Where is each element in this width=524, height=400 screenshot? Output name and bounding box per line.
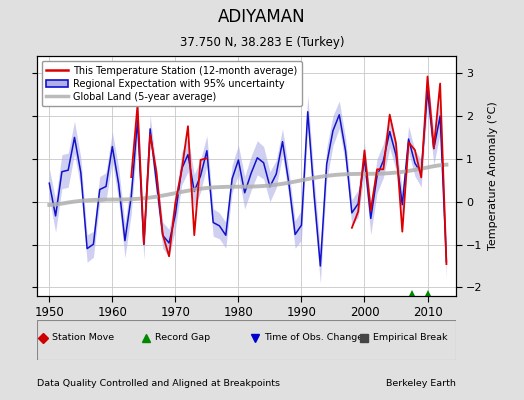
Text: 37.750 N, 38.283 E (Turkey): 37.750 N, 38.283 E (Turkey) [180, 36, 344, 49]
Text: Empirical Break: Empirical Break [373, 334, 447, 342]
Text: Record Gap: Record Gap [155, 334, 210, 342]
Text: Berkeley Earth: Berkeley Earth [386, 379, 456, 388]
Text: ADIYAMAN: ADIYAMAN [218, 8, 306, 26]
Text: Time of Obs. Change: Time of Obs. Change [264, 334, 363, 342]
Text: Data Quality Controlled and Aligned at Breakpoints: Data Quality Controlled and Aligned at B… [37, 379, 280, 388]
Y-axis label: Temperature Anomaly (°C): Temperature Anomaly (°C) [488, 102, 498, 250]
Text: Station Move: Station Move [52, 334, 114, 342]
Legend: This Temperature Station (12-month average), Regional Expectation with 95% uncer: This Temperature Station (12-month avera… [41, 61, 302, 106]
Bar [37, 320, 456, 360]
